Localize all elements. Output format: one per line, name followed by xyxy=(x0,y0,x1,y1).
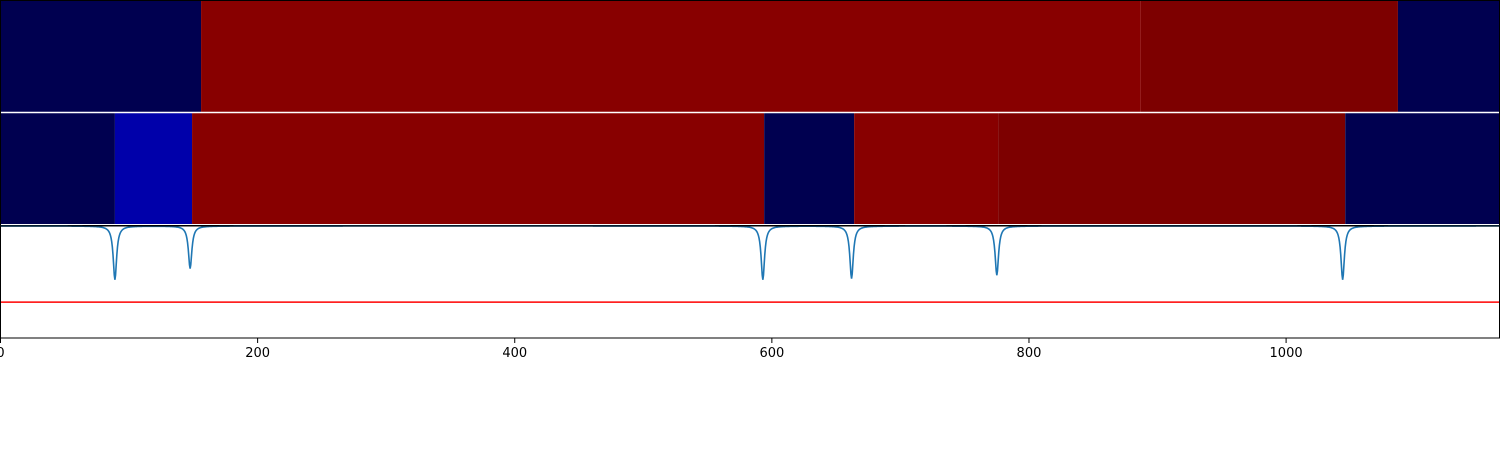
x-tick-label: 1000 xyxy=(1270,346,1303,361)
heatmap-bands xyxy=(0,0,1500,227)
band-1-segment-3 xyxy=(1140,1,1398,112)
x-tick-label: 0 xyxy=(0,346,5,361)
band-2-segment-4 xyxy=(764,113,855,224)
band-2-segment-3 xyxy=(192,113,765,224)
x-tick-label: 200 xyxy=(245,346,270,361)
x-tick-label: 400 xyxy=(502,346,527,361)
signal-panel-background xyxy=(0,226,1500,338)
x-tick-label: 800 xyxy=(1017,346,1042,361)
band-2-segment-2 xyxy=(114,113,193,224)
band-1 xyxy=(0,1,1500,112)
band-2-segment-6 xyxy=(998,113,1346,224)
x-axis: 0 200 400 600 800 1000 xyxy=(0,338,1303,361)
signal-panel xyxy=(0,225,1500,339)
band-2-segment-5 xyxy=(854,113,999,224)
band-1-segment-2 xyxy=(201,1,1141,112)
x-tick-label: 600 xyxy=(759,346,784,361)
band-1-segment-4 xyxy=(1397,1,1500,112)
band-1-segment-1 xyxy=(0,1,202,112)
band-2-segment-1 xyxy=(0,113,115,224)
band-2-segment-7 xyxy=(1345,113,1500,224)
band-2 xyxy=(0,113,1500,224)
